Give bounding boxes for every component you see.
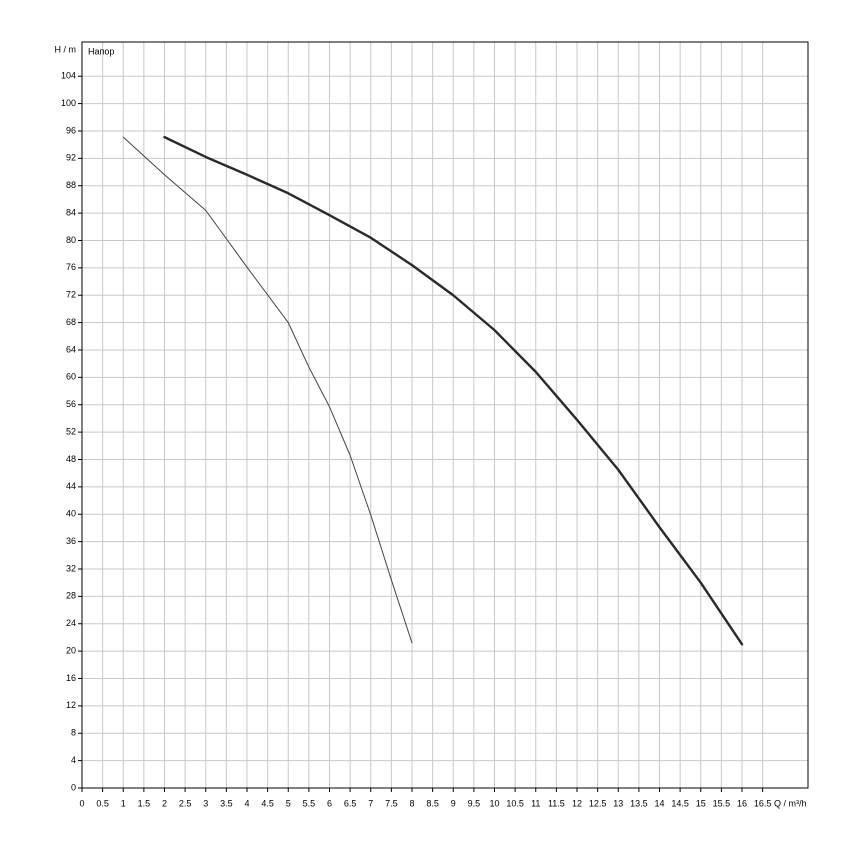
x-tick-label: 11.5 [548, 798, 565, 808]
x-tick-label: 8.5 [426, 798, 439, 808]
annotation: Напор [88, 46, 114, 56]
y-tick-label: 28 [66, 591, 76, 601]
y-tick-label: 40 [66, 509, 76, 519]
x-tick-label: 15 [696, 798, 706, 808]
y-tick-label: 4 [71, 755, 76, 765]
y-tick-label: 52 [66, 426, 76, 436]
x-tick-label: 7 [368, 798, 373, 808]
x-tick-label: 16.5 [754, 798, 772, 808]
y-tick-label: 80 [66, 235, 76, 245]
curve [163, 135, 744, 646]
x-tick-label: 8 [409, 798, 414, 808]
y-tick-label: 36 [66, 536, 76, 546]
curve [122, 136, 413, 644]
y-tick-label: 8 [71, 728, 76, 738]
y-tick-label: 72 [66, 290, 76, 300]
lines [122, 135, 744, 646]
y-tick-label: 64 [66, 344, 76, 354]
y-tick-label: 96 [66, 125, 76, 135]
y-tick-label: 100 [61, 98, 76, 108]
x-tick-label: 0.5 [96, 798, 109, 808]
x-tick-label: 6 [327, 798, 332, 808]
x-tick-label: 6.5 [344, 798, 357, 808]
y-tick-label: 0 [71, 782, 76, 792]
y-axis-label: H / m [55, 44, 77, 54]
x-tick-label: 0 [79, 798, 84, 808]
y-tick-label: 20 [66, 645, 76, 655]
x-tick-label: 1 [121, 798, 126, 808]
x-tick-label: 5 [286, 798, 291, 808]
x-tick-label: 16 [737, 798, 747, 808]
y-tick-label: 84 [66, 207, 76, 217]
x-tick-label: 13.5 [630, 798, 648, 808]
y-tick-label: 92 [66, 153, 76, 163]
grid [81, 42, 808, 789]
y-tick-label: 68 [66, 317, 76, 327]
x-tick-label: 9 [451, 798, 456, 808]
y-tick-label: 48 [66, 454, 76, 464]
y-tick-label: 76 [66, 262, 76, 272]
y-tick-label: 88 [66, 180, 76, 190]
y-tick-label: 32 [66, 563, 76, 573]
x-axis-label: Q / m³/h [774, 798, 807, 808]
plot-border [81, 41, 809, 789]
x-tick-label: 5.5 [303, 798, 316, 808]
x-tick-label: 2.5 [179, 798, 192, 808]
x-tick-label: 10.5 [506, 798, 524, 808]
x-tick-label: 10 [489, 798, 499, 808]
x-tick-label: 3.5 [220, 798, 233, 808]
x-tick-label: 1.5 [138, 798, 151, 808]
x-tick-label: 13 [613, 798, 623, 808]
y-tick-label: 60 [66, 372, 76, 382]
x-tick-label: 4 [244, 798, 249, 808]
x-tick-label: 12.5 [589, 798, 607, 808]
x-tick-label: 4.5 [261, 798, 274, 808]
x-tick-label: 12 [572, 798, 582, 808]
y-tick-label: 24 [66, 618, 76, 628]
x-tick-label: 14.5 [671, 798, 689, 808]
x-tick-label: 7.5 [385, 798, 398, 808]
x-tick-label: 15.5 [713, 798, 731, 808]
x-tick-label: 9.5 [468, 798, 481, 808]
y-tick-label: 16 [66, 673, 76, 683]
x-tick-label: 11 [531, 798, 540, 808]
y-tick-label: 56 [66, 399, 76, 409]
x-tick-label: 14 [654, 798, 664, 808]
y-tick-label: 44 [66, 481, 76, 491]
y-tick-label: 12 [66, 700, 76, 710]
plot-area [82, 42, 808, 788]
y-tick-label: 104 [61, 71, 76, 81]
x-tick-label: 2 [162, 798, 167, 808]
x-tick-label: 3 [203, 798, 208, 808]
